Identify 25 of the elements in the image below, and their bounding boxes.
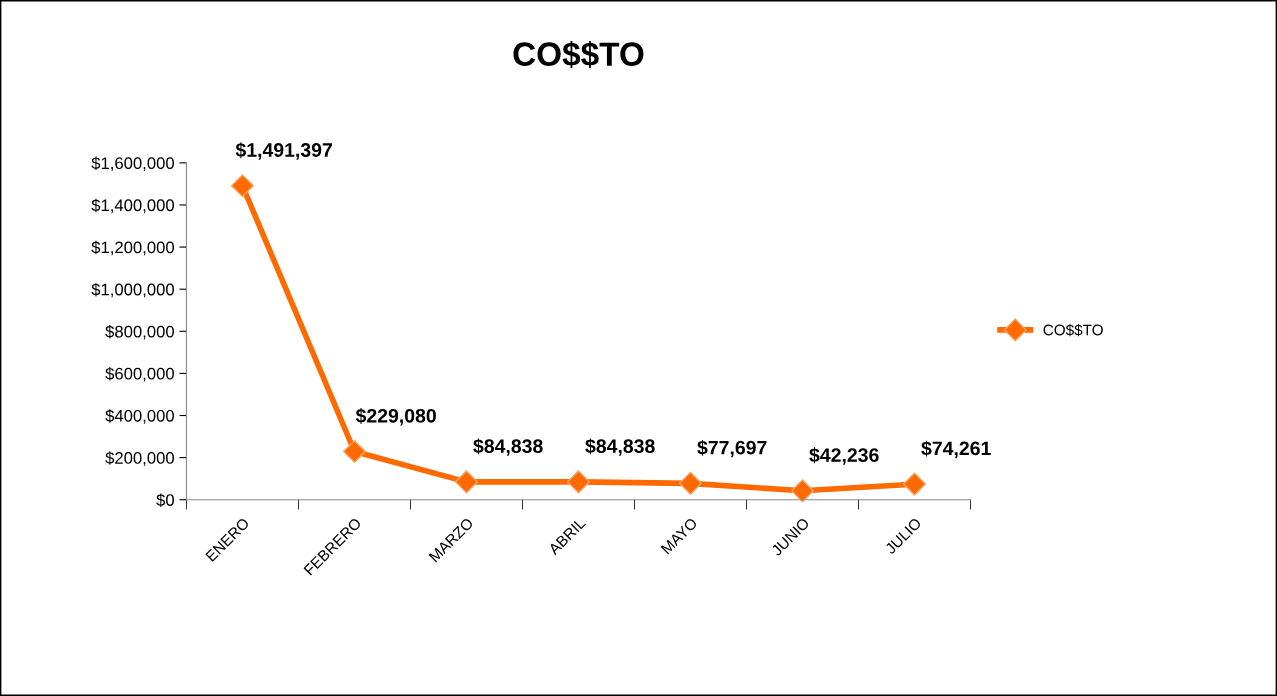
legend-label: CO$$TO (1043, 323, 1103, 337)
point (903, 472, 927, 496)
data-label: $74,261 (921, 440, 991, 459)
point (342, 439, 366, 463)
data-label: $84,838 (585, 438, 655, 456)
point (791, 479, 815, 503)
y-tick-label: $400,000 (105, 409, 174, 424)
data-label: $77,697 (697, 439, 767, 458)
data-label: $1,491,397 (235, 142, 332, 160)
point (566, 470, 590, 494)
y-tick-label: $800,000 (105, 325, 174, 340)
y-tick-label: $1,200,000 (91, 240, 174, 256)
y-tick-label: $1,400,000 (91, 198, 174, 214)
point (230, 174, 254, 198)
data-label: $42,236 (809, 447, 879, 465)
point (678, 471, 702, 495)
y-tick-label: $600,000 (105, 367, 174, 382)
y-tick-label: $0 (156, 493, 174, 507)
y-tick-label: $200,000 (105, 451, 174, 466)
y-tick-label: $1,000,000 (91, 282, 174, 298)
y-tick-label: $1,600,000 (91, 156, 174, 172)
chart-title: CO$$TO (513, 40, 644, 69)
point (454, 470, 478, 494)
data-label: $229,080 (355, 408, 436, 426)
data-label: $84,838 (473, 438, 543, 456)
